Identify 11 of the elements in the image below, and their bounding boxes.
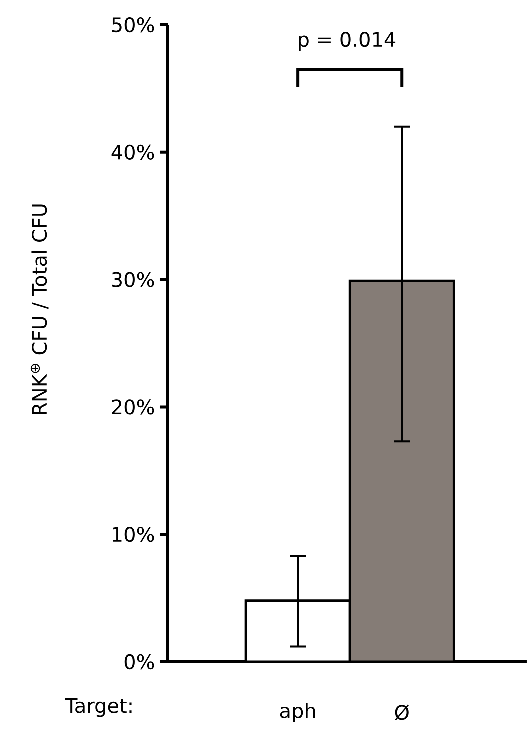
y-tick-label: 20% xyxy=(112,400,154,415)
y-tick-label: 50% xyxy=(112,17,154,33)
x-tick-label: aph xyxy=(280,702,316,722)
y-axis-title: RNK$^{⊕}$ CFU / Total CFU xyxy=(30,204,49,415)
annotation: p = 0.014 xyxy=(299,32,396,52)
x-tick-label: Ø xyxy=(395,704,409,721)
y-tick-label: 10% xyxy=(113,527,154,542)
y-tick-label: 30% xyxy=(112,272,154,288)
y-tick-label: 0% xyxy=(124,654,154,670)
y-tick-label: 40% xyxy=(112,144,154,160)
x-axis-title: Target: xyxy=(65,698,132,718)
